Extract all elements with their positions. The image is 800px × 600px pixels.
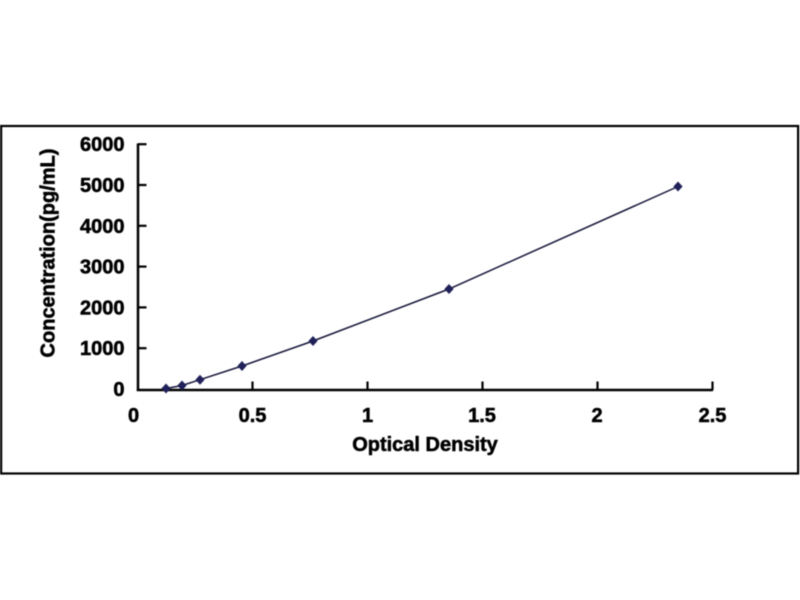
svg-text:1.5: 1.5 — [468, 405, 496, 427]
svg-text:Concentration(pg/mL): Concentration(pg/mL) — [38, 149, 60, 358]
svg-text:Optical Density: Optical Density — [352, 434, 498, 456]
svg-text:0.5: 0.5 — [239, 405, 267, 427]
svg-text:4000: 4000 — [80, 216, 125, 238]
svg-text:0: 0 — [113, 379, 124, 401]
svg-text:2: 2 — [591, 405, 602, 427]
svg-text:2.5: 2.5 — [699, 405, 727, 427]
svg-text:5000: 5000 — [80, 175, 125, 197]
svg-text:3000: 3000 — [80, 257, 125, 279]
svg-text:0: 0 — [128, 405, 139, 427]
svg-text:1000: 1000 — [80, 338, 125, 360]
svg-text:6000: 6000 — [80, 134, 125, 156]
svg-text:2000: 2000 — [80, 297, 125, 319]
svg-text:1: 1 — [362, 405, 373, 427]
